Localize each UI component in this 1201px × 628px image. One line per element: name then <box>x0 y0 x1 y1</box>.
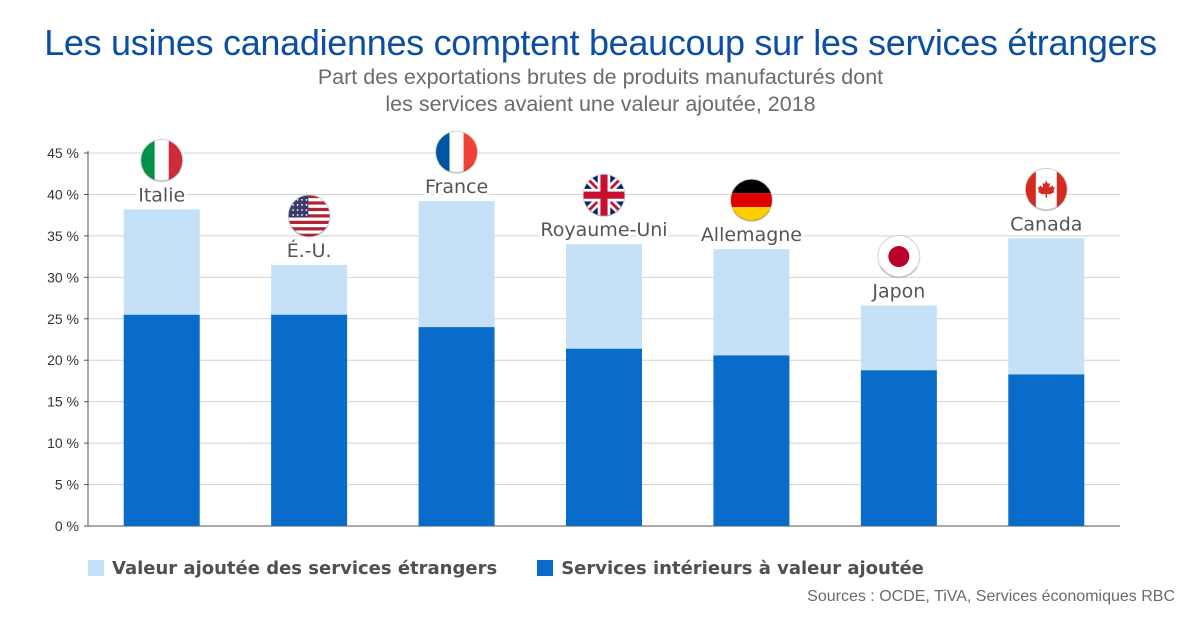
category-label: Allemagne <box>701 224 802 246</box>
category-label: É.-U. <box>287 239 332 262</box>
bar-domestic <box>860 370 937 526</box>
category-label: Japon <box>871 281 925 303</box>
germany-flag-icon <box>729 178 773 222</box>
legend-label-domestic: Services intérieurs à valeur ajoutée <box>561 557 924 579</box>
canada-flag-icon <box>1024 167 1068 211</box>
source-note: Sources : OCDE, TiVA, Services économiqu… <box>807 588 1175 605</box>
bar-domestic <box>1008 374 1085 526</box>
france-flag-icon <box>435 130 479 174</box>
category-label: Royaume-Uni <box>540 219 667 241</box>
bar-foreign <box>860 305 937 371</box>
bar-foreign <box>123 209 200 315</box>
y-tick-label: 0 % <box>55 518 79 534</box>
subtitle-line-2: les services avaient une valeur ajoutée,… <box>385 92 816 116</box>
bar-foreign <box>713 249 790 356</box>
subtitle-line-1: Part des exportations brutes de produits… <box>317 65 884 89</box>
legend-swatch-foreign <box>88 560 104 576</box>
legend: Valeur ajoutée des services étrangers Se… <box>88 556 964 580</box>
bar-domestic <box>566 348 642 526</box>
bar-foreign <box>271 264 348 315</box>
bar-domestic <box>271 314 348 526</box>
y-tick-label: 20 % <box>47 352 79 368</box>
bar-foreign <box>418 201 495 328</box>
uk-flag-icon <box>582 173 626 217</box>
y-tick-label: 35 % <box>47 228 79 244</box>
legend-item-domestic: Services intérieurs à valeur ajoutée <box>537 558 924 579</box>
category-label: Italie <box>138 184 185 206</box>
y-tick-label: 10 % <box>47 435 79 451</box>
legend-swatch-domestic <box>537 560 554 576</box>
legend-item-foreign: Valeur ajoutée des services étrangers <box>88 558 497 579</box>
y-tick-label: 30 % <box>47 269 79 285</box>
y-axis: 0 % 5 % 10 % 15 % 20 % 25 % 30 % 35 % 40 % 45 % <box>47 145 1120 534</box>
bar-domestic <box>418 327 495 526</box>
category-label: Canada <box>1010 213 1082 235</box>
category-label: France <box>425 176 488 198</box>
bar-domestic <box>123 314 200 526</box>
y-tick-label: 40 % <box>47 186 79 202</box>
bar-foreign <box>1008 238 1085 375</box>
y-tick-label: 5 % <box>55 477 79 493</box>
y-tick-label: 25 % <box>47 311 79 327</box>
category-labels: Italie É.-U. France Royaume-Uni Allemagne Jap… <box>135 173 1085 305</box>
bar-domestic <box>713 355 790 526</box>
chart-title: Les usines canadiennes comptent beaucoup… <box>44 22 1157 63</box>
y-tick-label: 15 % <box>47 394 79 410</box>
bar-foreign <box>566 244 642 349</box>
y-tick-label: 45 % <box>47 145 79 161</box>
flags <box>140 130 1068 279</box>
italy-flag-icon <box>140 138 184 182</box>
legend-label-foreign: Valeur ajoutée des services étrangers <box>112 557 498 579</box>
chart-subtitle: Part des exportations brutes de produits… <box>0 64 1201 118</box>
usa-flag-icon <box>287 194 331 238</box>
japan-flag-icon <box>877 235 921 279</box>
bars <box>123 201 1085 526</box>
